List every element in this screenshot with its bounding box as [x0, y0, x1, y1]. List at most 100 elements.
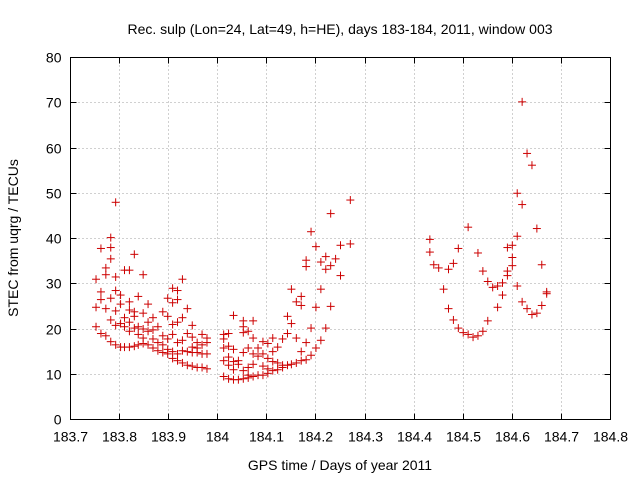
data-point: [139, 309, 148, 318]
data-point: [331, 254, 340, 263]
data-point: [493, 282, 502, 291]
data-point: [473, 248, 482, 257]
data-point: [120, 322, 129, 331]
data-point: [101, 263, 110, 272]
data-point: [106, 243, 115, 252]
y-tick-label: 40: [46, 231, 62, 247]
data-point: [134, 322, 143, 331]
data-point: [249, 316, 258, 325]
chart-title: Rec. sulp (Lon=24, Lat=49, h=HE), days 1…: [127, 21, 552, 37]
data-point: [321, 324, 330, 333]
data-point: [111, 198, 120, 207]
data-point: [153, 322, 162, 331]
data-point: [336, 241, 345, 250]
data-point: [139, 334, 148, 343]
data-point: [148, 313, 157, 322]
data-point: [224, 374, 233, 383]
y-tick-label: 70: [46, 95, 62, 111]
x-tick-label: 184: [206, 429, 230, 445]
data-point: [498, 278, 507, 287]
data-point: [249, 349, 258, 358]
data-point: [158, 340, 167, 349]
data-point: [478, 267, 487, 276]
data-point: [346, 239, 355, 248]
data-point: [311, 242, 320, 251]
data-point: [219, 356, 228, 365]
data-point: [283, 361, 292, 370]
data-point: [326, 302, 335, 311]
data-point: [297, 301, 306, 310]
data-point: [287, 319, 296, 328]
data-point: [258, 362, 267, 371]
data-point: [101, 270, 110, 279]
data-point: [537, 301, 546, 310]
data-point: [188, 321, 197, 330]
data-point: [483, 316, 492, 325]
data-point: [469, 333, 478, 342]
data-point: [464, 330, 473, 339]
data-point: [125, 266, 134, 275]
x-tick-label: 184.2: [298, 429, 333, 445]
data-point: [434, 263, 443, 272]
data-point: [229, 311, 238, 320]
y-tick-label: 10: [46, 367, 62, 383]
data-point: [311, 303, 320, 312]
data-point: [111, 286, 120, 295]
data-point: [268, 357, 277, 366]
data-point: [258, 371, 267, 380]
data-point: [273, 358, 282, 367]
x-tick-labels: 183.7 183.8 183.9 184 184.1 184.2 184.3 184.4 18…: [53, 429, 628, 445]
data-point: [193, 338, 202, 347]
data-point: [244, 371, 253, 380]
data-point: [473, 331, 482, 340]
data-point: [263, 354, 272, 363]
data-point: [229, 365, 238, 374]
data-point: [219, 330, 228, 339]
data-point: [116, 300, 125, 309]
data-point: [92, 322, 101, 331]
data-point: [321, 252, 330, 261]
data-point: [449, 259, 458, 268]
data-point: [198, 363, 207, 372]
data-point: [234, 356, 243, 365]
data-point: [513, 189, 522, 198]
y-axis-title: STEC from uqrg / TECUs: [5, 159, 21, 317]
data-point: [326, 209, 335, 218]
data-point: [153, 338, 162, 347]
x-tick-label: 184.4: [397, 429, 432, 445]
data-point: [125, 297, 134, 306]
data-point: [125, 343, 134, 352]
data-point: [292, 334, 301, 343]
y-tick-label: 30: [46, 276, 62, 292]
data-point: [178, 275, 187, 284]
data-point: [307, 227, 316, 236]
data-point: [532, 309, 541, 318]
grid-lines: [70, 57, 611, 420]
data-point: [244, 363, 253, 372]
data-point: [125, 327, 134, 336]
data-point: [297, 347, 306, 356]
data-point: [134, 340, 143, 349]
data-point: [321, 265, 330, 274]
data-point: [249, 372, 258, 381]
data-point: [134, 292, 143, 301]
data-point: [239, 366, 248, 375]
data-point: [454, 324, 463, 333]
data-point: [198, 340, 207, 349]
data-point: [532, 224, 541, 233]
data-point: [263, 339, 272, 348]
x-tick-label: 184.7: [544, 429, 579, 445]
data-point: [311, 344, 320, 353]
data-point: [249, 334, 258, 343]
data-point: [527, 310, 536, 319]
data-point: [198, 330, 207, 339]
data-point: [523, 149, 532, 158]
data-point: [326, 261, 335, 270]
data-point: [144, 318, 153, 327]
data-point: [316, 336, 325, 345]
data-point: [178, 313, 187, 322]
data-point: [258, 337, 267, 346]
x-axis-title: GPS time / Days of year 2011: [248, 457, 432, 473]
data-point: [158, 307, 167, 316]
data-point: [244, 327, 253, 336]
